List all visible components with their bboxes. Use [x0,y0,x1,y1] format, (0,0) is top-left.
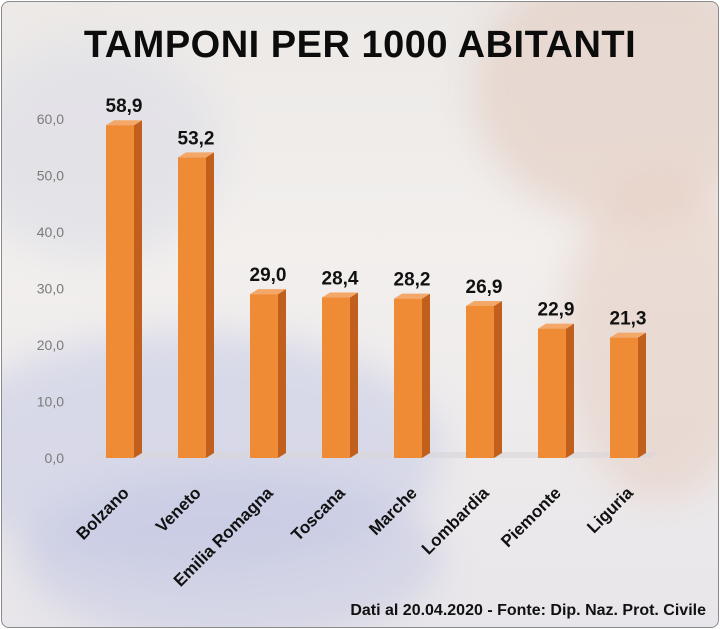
data-label: 53,2 [178,128,215,149]
bar [610,337,638,458]
x-tick-label: Veneto [152,483,205,536]
x-tick-label: Toscana [288,483,350,545]
bar-top [250,289,286,295]
bar-top [610,332,646,338]
x-tick-label: Piemonte [497,483,565,551]
data-label: 22,9 [538,300,575,321]
bar-top [466,301,502,307]
bar-top [106,120,142,126]
y-tick-label: 40,0 [37,224,64,240]
bar-side [566,323,574,458]
source-note: Dati al 20.04.2020 - Fonte: Dip. Naz. Pr… [350,602,706,619]
data-label: 28,2 [394,270,431,291]
y-tick-label: 20,0 [37,337,64,353]
bar [322,297,350,458]
data-label: 21,3 [610,309,647,330]
bar [178,157,206,459]
y-tick-label: 30,0 [37,281,64,297]
bar-side [278,289,286,458]
x-tick-label: Liguria [583,483,637,537]
chart-floor [94,452,658,458]
bar [466,306,494,458]
data-label: 26,9 [466,277,503,298]
bar-side [494,301,502,458]
bar-top [394,293,430,299]
y-tick-label: 0,0 [45,450,65,466]
bar [106,125,134,458]
data-label: 28,4 [322,269,359,290]
chart-title: TAMPONI PER 1000 ABITANTI [83,24,637,66]
bar-side [134,120,142,458]
bar-side [422,293,430,458]
x-tick-label: Bolzano [73,483,133,543]
x-tick-label: Marche [365,483,421,539]
bar [394,298,422,458]
background-blob [22,472,442,627]
y-tick-label: 50,0 [37,168,64,184]
x-tick-label: Lombardia [418,483,493,558]
bar-side [638,332,646,458]
bar [538,328,566,458]
y-tick-label: 10,0 [37,394,64,410]
bar-top [178,152,214,158]
y-tick-label: 60,0 [37,111,64,127]
bar-top [538,323,574,329]
bar [250,294,278,458]
data-label: 29,0 [250,265,287,286]
bar-side [206,152,214,459]
data-label: 58,9 [106,96,143,117]
bar-top [322,292,358,298]
bar-side [350,292,358,458]
